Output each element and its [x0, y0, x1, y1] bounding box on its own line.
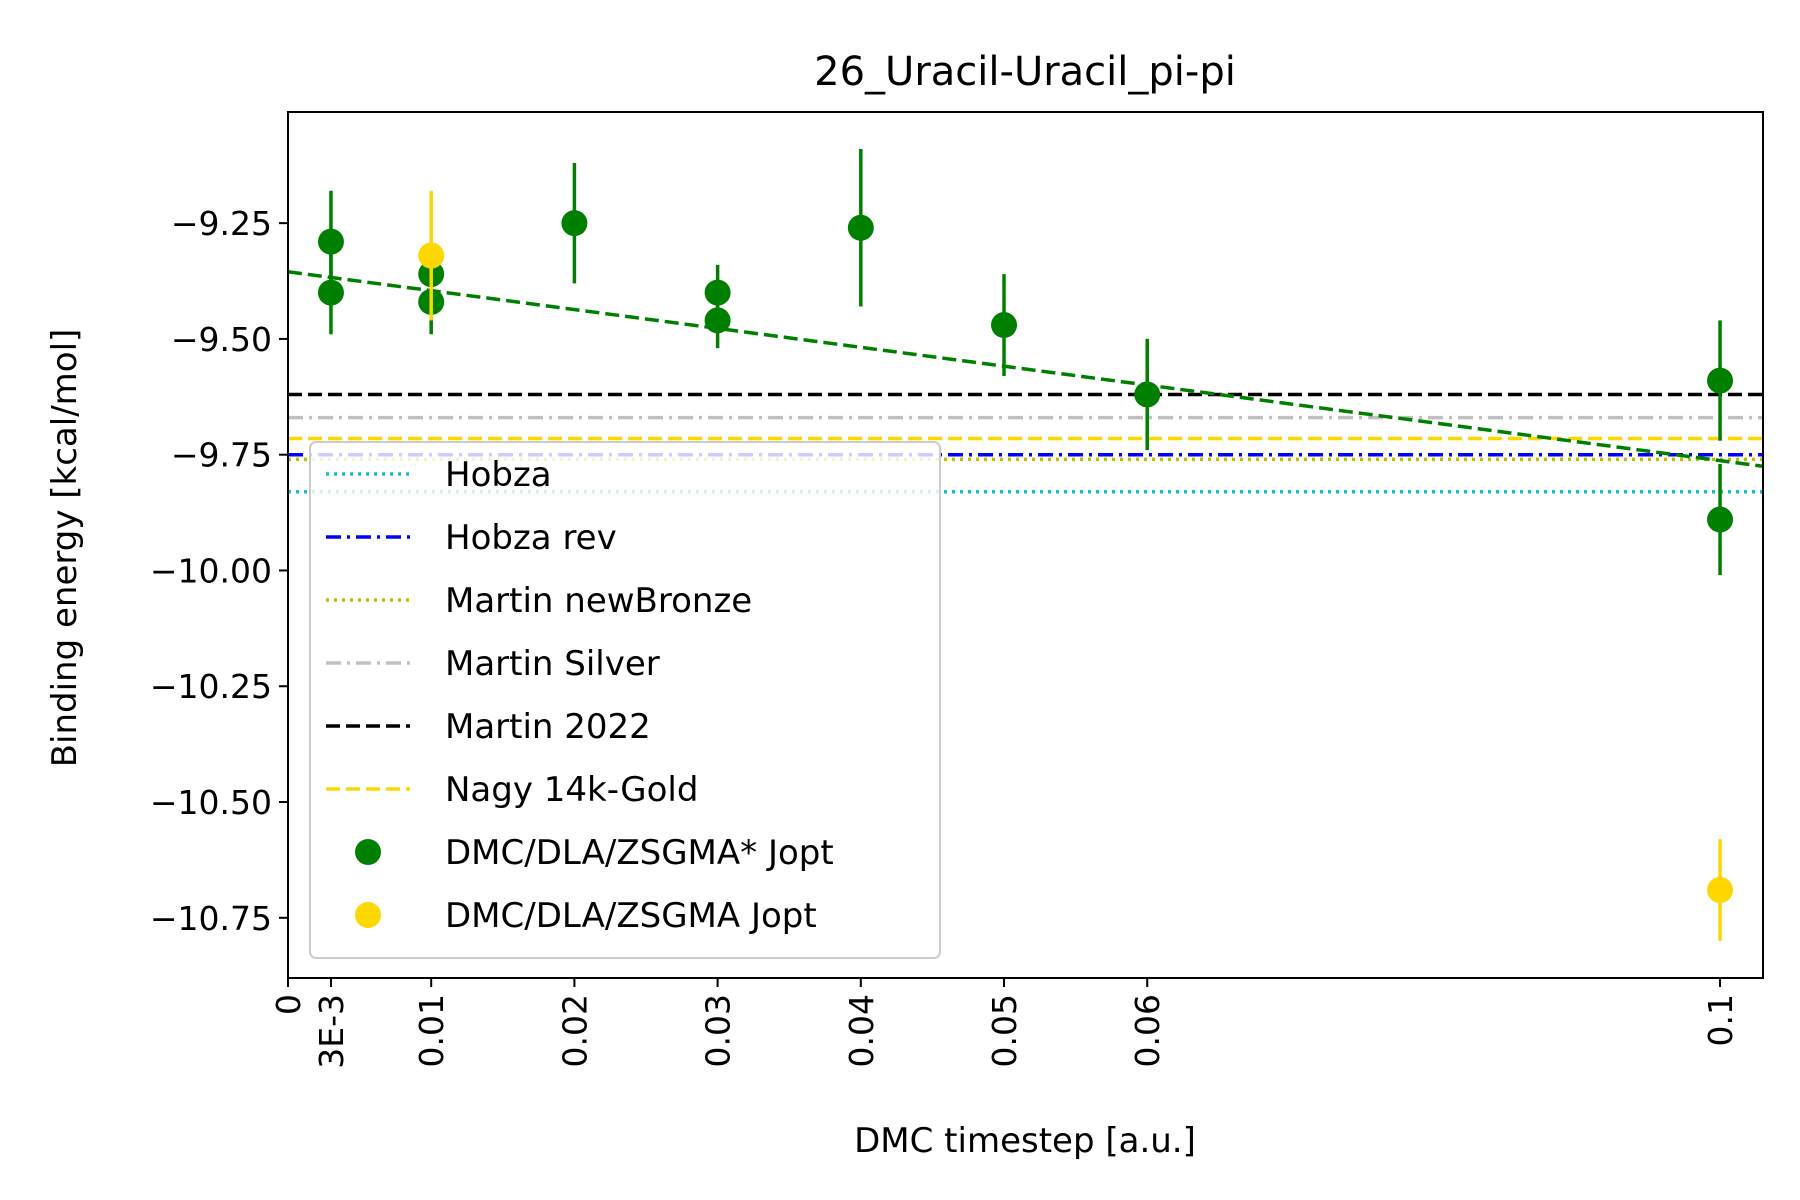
legend-label-7: DMC/DLA/ZSGMA Jopt — [445, 896, 817, 936]
plot-frame — [287, 111, 1764, 979]
data-point-0-0 — [317, 228, 344, 255]
data-point-1-1 — [1707, 877, 1734, 904]
legend-label-4: Martin 2022 — [445, 707, 651, 747]
plot-area — [288, 149, 1763, 941]
data-point-1-0 — [418, 242, 445, 269]
legend-box — [309, 441, 941, 959]
data-point-0-4 — [561, 210, 588, 237]
data-point-0-1 — [317, 279, 344, 306]
legend-label-3: Martin Silver — [445, 644, 660, 684]
data-point-0-11 — [1707, 506, 1734, 533]
x-tick-label-3: 0.02 — [555, 994, 594, 1067]
y-tick-label-2: −9.75 — [171, 436, 272, 475]
x-tick-label-4: 0.03 — [699, 994, 738, 1067]
y-tick-label-0: −9.25 — [171, 204, 272, 243]
fit-line — [288, 270, 1763, 469]
x-tick-label-7: 0.06 — [1128, 994, 1167, 1067]
x-tick-label-6: 0.05 — [985, 994, 1024, 1067]
y-tick-label-5: −10.50 — [150, 783, 272, 822]
y-tick-label-3: −10.00 — [150, 551, 272, 590]
data-point-0-7 — [847, 214, 874, 241]
x-tick-label-1: 3E-3 — [312, 994, 351, 1069]
legend-label-5: Nagy 14k-Gold — [445, 770, 698, 810]
legend-swatch-7 — [355, 902, 381, 928]
data-point-0-10 — [1707, 367, 1734, 394]
legend-label-0: Hobza — [445, 455, 552, 495]
y-tick-label-6: −10.75 — [150, 899, 272, 938]
data-point-0-8 — [991, 312, 1018, 339]
x-tick-label-8: 0.1 — [1701, 994, 1740, 1046]
legend-label-2: Martin newBronze — [445, 581, 752, 621]
y-axis-label: Binding energy [kcal/mol] — [45, 329, 85, 768]
legend-label-6: DMC/DLA/ZSGMA* Jopt — [445, 833, 834, 873]
data-point-0-6 — [704, 307, 731, 334]
x-tick-label-0: 0 — [269, 994, 308, 1015]
legend-swatch-6 — [355, 839, 381, 865]
y-tick-label-1: −9.50 — [171, 320, 272, 359]
y-tick-label-4: −10.25 — [150, 667, 272, 706]
data-point-0-9 — [1134, 381, 1161, 408]
chart-title: 26_Uracil-Uracil_pi-pi — [814, 49, 1236, 95]
x-tick-label-5: 0.04 — [842, 994, 881, 1067]
x-tick-label-2: 0.01 — [412, 994, 451, 1067]
legend-label-1: Hobza rev — [445, 518, 617, 558]
x-axis-label: DMC timestep [a.u.] — [854, 1121, 1196, 1161]
